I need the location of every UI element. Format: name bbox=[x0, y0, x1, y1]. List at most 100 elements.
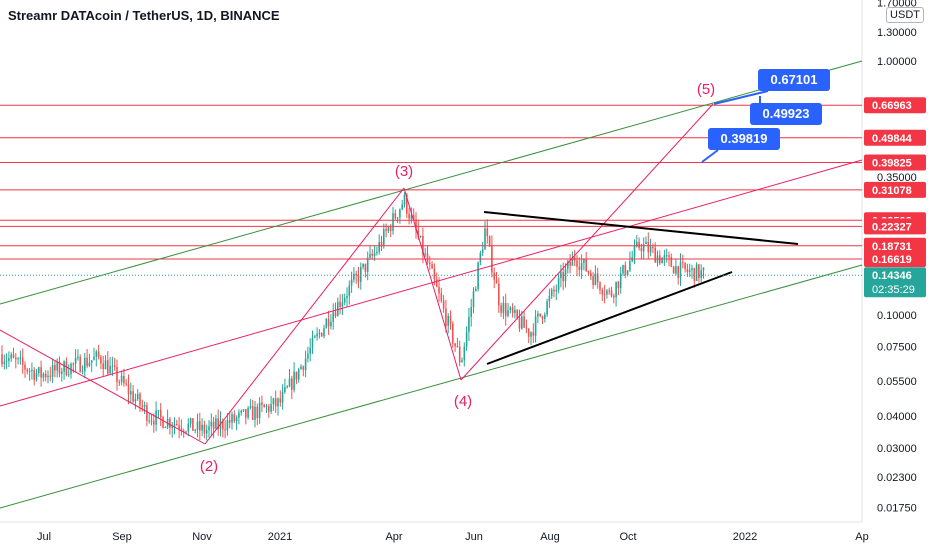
wave-line-1 bbox=[204, 187, 405, 445]
candle-body-161 bbox=[371, 253, 374, 256]
candle-body-289 bbox=[665, 255, 668, 257]
channel-upper-line bbox=[0, 60, 863, 305]
candle-body-301 bbox=[693, 268, 696, 281]
candle-body-32 bbox=[74, 357, 77, 364]
candle-body-7 bbox=[17, 358, 19, 360]
candle-body-174 bbox=[401, 204, 403, 210]
candle-body-165 bbox=[380, 241, 383, 246]
candle-body-50 bbox=[116, 366, 118, 382]
candle-body-1 bbox=[3, 361, 6, 365]
y-tick-label-8: 0.04000 bbox=[877, 411, 917, 423]
candle-body-238 bbox=[548, 296, 551, 302]
candle-body-219 bbox=[504, 302, 507, 316]
candle-body-119 bbox=[274, 398, 277, 407]
candle-body-52 bbox=[120, 375, 123, 382]
candle-body-84 bbox=[194, 429, 196, 431]
candle-body-215 bbox=[495, 279, 498, 284]
channel-lower-line bbox=[0, 264, 863, 509]
candle-body-131 bbox=[302, 366, 305, 371]
candle-body-199 bbox=[458, 346, 461, 363]
candle-body-60 bbox=[139, 393, 141, 406]
candle-body-111 bbox=[256, 406, 259, 419]
level-label-bg-7 bbox=[864, 250, 926, 267]
candle-body-300 bbox=[691, 268, 693, 271]
candle-body-304 bbox=[700, 270, 702, 279]
currency-badge[interactable]: USDT bbox=[886, 7, 924, 23]
target-label-bg-2 bbox=[708, 128, 780, 150]
wave-label-3: (5) bbox=[697, 81, 715, 98]
candle-body-206 bbox=[475, 289, 477, 292]
x-tick-label-0: Jul bbox=[37, 531, 51, 543]
candle-body-112 bbox=[258, 402, 261, 419]
candle-body-19 bbox=[44, 373, 47, 378]
candle-body-23 bbox=[54, 364, 56, 371]
current-price-label: 0.14346 bbox=[872, 270, 912, 282]
candle-body-40 bbox=[93, 356, 95, 361]
candle-body-275 bbox=[633, 246, 636, 258]
candle-body-103 bbox=[238, 412, 240, 418]
candle-body-107 bbox=[247, 407, 249, 418]
level-label-7: 0.16619 bbox=[872, 254, 912, 266]
candle-body-93 bbox=[215, 418, 217, 429]
candle-body-113 bbox=[261, 402, 263, 405]
candle-body-0 bbox=[1, 354, 3, 365]
candle-body-129 bbox=[297, 369, 300, 380]
wave-line-3 bbox=[460, 103, 714, 381]
candle-body-51 bbox=[118, 381, 121, 383]
candle-body-240 bbox=[553, 289, 555, 292]
candle-body-243 bbox=[560, 272, 562, 279]
candle-body-230 bbox=[530, 332, 532, 337]
candle-body-6 bbox=[15, 357, 17, 360]
candle-body-99 bbox=[228, 420, 231, 423]
candle-body-47 bbox=[109, 366, 111, 374]
candle-body-271 bbox=[624, 265, 627, 275]
candle-body-169 bbox=[389, 227, 392, 231]
candle-body-27 bbox=[63, 361, 65, 372]
candle-body-94 bbox=[217, 418, 219, 429]
candle-body-303 bbox=[698, 264, 700, 279]
candle-body-17 bbox=[40, 367, 42, 378]
candle-body-79 bbox=[182, 430, 185, 432]
x-tick-label-4: Apr bbox=[385, 531, 402, 543]
candle-body-34 bbox=[79, 356, 81, 372]
candle-body-257 bbox=[592, 276, 594, 285]
candle-body-110 bbox=[254, 406, 256, 420]
candle-body-273 bbox=[629, 261, 631, 271]
candle-body-281 bbox=[647, 241, 650, 253]
target-label-2: 0.39819 bbox=[721, 131, 768, 146]
candle-body-31 bbox=[72, 363, 75, 365]
candle-body-295 bbox=[679, 262, 682, 278]
candle-body-268 bbox=[617, 281, 620, 288]
current-price-label-bg bbox=[864, 267, 926, 298]
candle-body-120 bbox=[277, 398, 279, 407]
candle-body-2 bbox=[5, 360, 8, 362]
wave-label-1: (3) bbox=[395, 163, 413, 180]
candle-body-236 bbox=[544, 314, 546, 319]
candle-body-14 bbox=[33, 369, 35, 380]
candle-body-77 bbox=[178, 425, 180, 429]
candle-body-208 bbox=[479, 252, 482, 263]
candle-body-192 bbox=[442, 300, 445, 309]
candle-body-57 bbox=[132, 391, 134, 402]
candle-body-130 bbox=[300, 366, 302, 370]
y-tick-label-0: 1.70000 bbox=[877, 0, 917, 9]
candle-body-154 bbox=[355, 273, 357, 276]
candle-body-233 bbox=[537, 313, 539, 317]
target-label-bg-0 bbox=[758, 69, 830, 91]
candle-body-83 bbox=[192, 418, 194, 431]
candle-body-92 bbox=[212, 421, 215, 429]
candles bbox=[1, 192, 705, 441]
target-pointer-0 bbox=[713, 90, 769, 105]
candle-body-11 bbox=[26, 369, 29, 372]
candle-body-184 bbox=[424, 253, 426, 255]
candle-body-256 bbox=[590, 272, 592, 277]
candle-body-216 bbox=[498, 283, 500, 306]
y-tick-label-9: 0.03000 bbox=[877, 443, 917, 455]
candle-body-163 bbox=[376, 251, 378, 254]
candle-body-101 bbox=[233, 414, 236, 422]
candle-body-39 bbox=[90, 360, 93, 363]
candle-body-291 bbox=[670, 257, 673, 267]
candle-body-121 bbox=[279, 398, 282, 403]
candle-body-209 bbox=[481, 249, 484, 253]
